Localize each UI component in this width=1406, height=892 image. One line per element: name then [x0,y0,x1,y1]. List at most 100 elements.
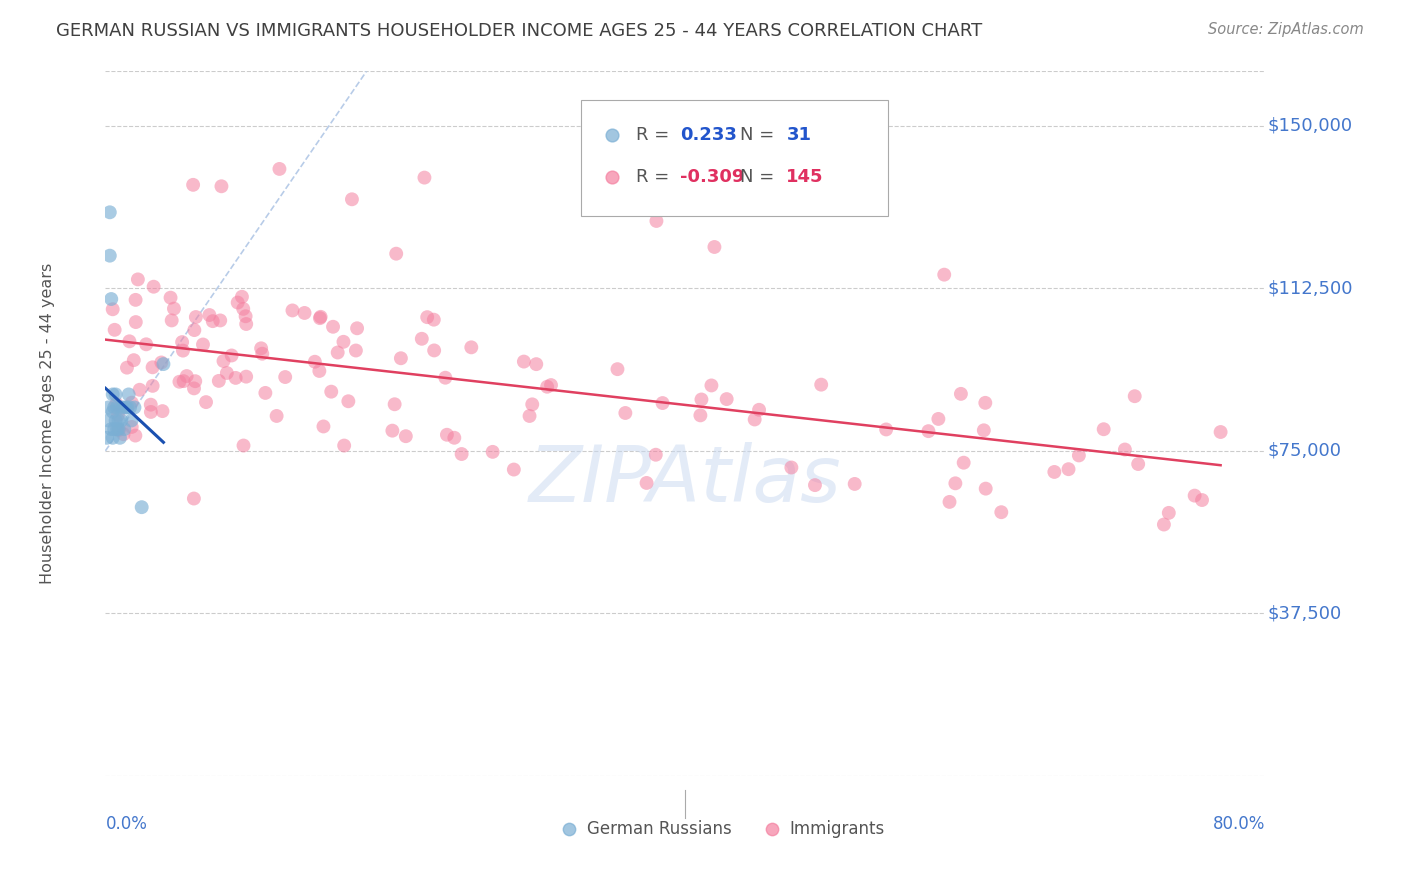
Point [1157,506,1180,520]
Text: $75,000: $75,000 [1268,442,1341,459]
Point [434,370,457,384]
Point [107,422,129,436]
Point [163,301,186,316]
Point [502,462,524,476]
Point [201,314,224,328]
Point [312,419,335,434]
Text: $37,500: $37,500 [1268,605,1341,623]
Text: Immigrants: Immigrants [790,820,884,838]
Point [101,405,124,419]
Point [810,377,832,392]
Point [110,413,132,427]
Point [1209,425,1232,439]
Point [118,387,141,401]
Point [266,409,288,423]
Point [104,323,127,337]
Text: 145: 145 [786,168,824,186]
Point [974,396,997,410]
Point [235,317,257,331]
Point [614,406,637,420]
Point [100,422,122,436]
Point [436,427,458,442]
Point [254,385,277,400]
Point [183,323,205,337]
Point [269,161,291,176]
Point [651,396,673,410]
Point [159,291,181,305]
Point [114,401,136,415]
Point [211,179,233,194]
Point [112,427,135,442]
Text: $150,000: $150,000 [1268,117,1353,135]
Text: R =: R = [636,168,675,186]
Text: Source: ZipAtlas.com: Source: ZipAtlas.com [1208,22,1364,37]
Point [540,378,562,392]
Point [690,392,713,407]
Point [844,477,866,491]
Point [675,769,697,783]
Point [235,310,257,324]
Point [689,409,711,423]
Point [450,447,472,461]
Point [101,431,124,445]
Point [1123,389,1146,403]
Point [139,398,162,412]
Point [173,374,195,388]
Point [322,319,344,334]
Point [98,249,121,263]
Point [231,290,253,304]
Point [191,337,214,351]
Point [198,308,221,322]
Point [337,394,360,409]
Point [115,360,138,375]
Point [1057,462,1080,476]
Point [804,478,827,492]
Point [105,422,128,436]
Point [636,475,658,490]
Point [934,268,956,282]
Point [252,347,274,361]
Point [423,312,446,326]
Point [172,343,194,358]
Point [98,205,121,219]
Text: ZIPAtlas: ZIPAtlas [529,442,842,518]
Point [928,769,950,783]
Point [513,354,536,368]
Point [139,405,162,419]
Point [97,401,120,415]
Point [103,401,125,415]
Point [152,404,174,418]
Point [115,401,138,415]
Point [135,337,157,351]
Point [225,371,247,385]
Point [101,387,124,401]
Point [104,413,127,427]
Text: 0.233: 0.233 [679,126,737,144]
Point [423,343,446,358]
Point [384,397,406,411]
Point [395,429,418,443]
Point [124,293,146,307]
Point [294,306,316,320]
Point [150,355,173,369]
Point [1191,493,1213,508]
Point [104,387,127,401]
Point [949,387,972,401]
Point [389,351,412,366]
Text: N =: N = [740,168,780,186]
Point [105,401,128,415]
Point [416,310,439,325]
Point [938,495,960,509]
Point [703,240,725,254]
Point [208,374,231,388]
Point [221,349,243,363]
Point [107,408,129,422]
Point [385,246,408,260]
Point [411,332,433,346]
Point [443,431,465,445]
Point [215,366,238,380]
Point [103,422,125,436]
Point [195,395,218,409]
Point [122,353,145,368]
Point [1043,465,1066,479]
